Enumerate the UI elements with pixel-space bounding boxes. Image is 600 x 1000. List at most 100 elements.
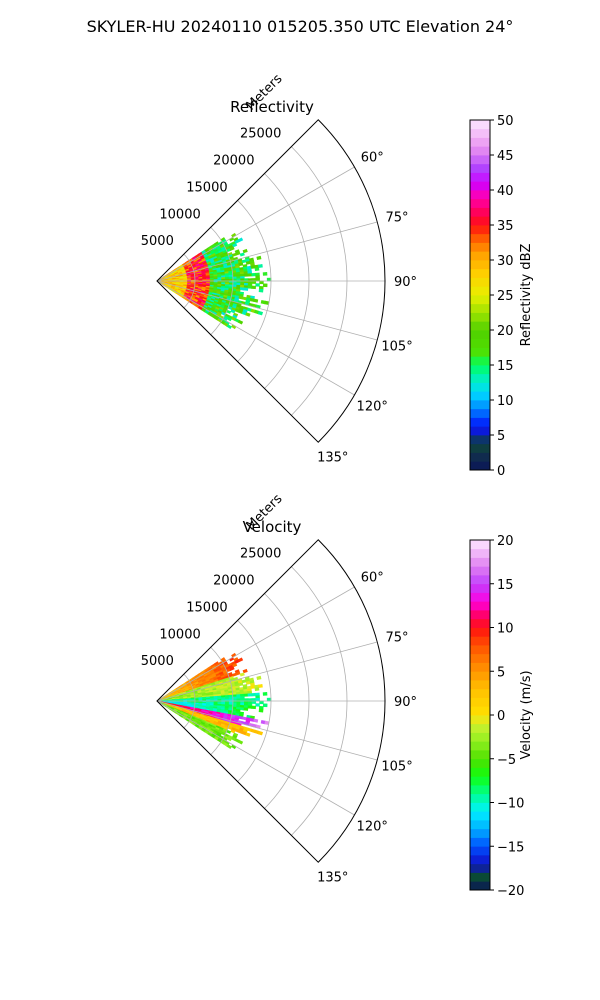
reflectivity-cell	[254, 267, 260, 272]
reflectivity-colorbar-segment	[470, 338, 490, 348]
reflectivity-colorbar-segment	[470, 443, 490, 453]
reflectivity-colorbar-segment	[470, 216, 490, 226]
velocity-colorbar-segment	[470, 881, 490, 891]
velocity-azimuth-tick-label: 105°	[381, 759, 412, 774]
velocity-cell	[243, 707, 249, 711]
velocity-azimuth-spoke	[156, 700, 378, 761]
reflectivity-colorbar-segment	[470, 321, 490, 331]
velocity-sector: 500010000150002000025000Meters60°75°90°1…	[141, 491, 417, 885]
reflectivity-colorbar-segment	[470, 277, 490, 287]
reflectivity-colorbar-tick-label: 20	[497, 324, 514, 339]
velocity-colorbar-segment	[470, 855, 490, 865]
velocity-colorbar-segment	[470, 715, 490, 725]
velocity-colorbar-segment	[470, 750, 490, 760]
velocity-cell	[255, 695, 260, 699]
velocity-cell	[262, 703, 268, 708]
reflectivity-colorbar-segment	[470, 356, 490, 366]
velocity-colorbar-segment	[470, 776, 490, 786]
reflectivity-colorbar-segment	[470, 286, 490, 296]
reflectivity-cell	[256, 255, 262, 261]
reflectivity-colorbar-segment	[470, 373, 490, 383]
reflectivity-colorbar-tick-label: 10	[497, 394, 514, 409]
velocity-cell	[229, 666, 235, 671]
reflectivity-cell	[237, 319, 244, 325]
reflectivity-colorbar-segment	[470, 295, 490, 305]
reflectivity-cell	[257, 310, 264, 316]
velocity-colorbar-tick-label: 0	[497, 709, 505, 724]
velocity-range-tick-label: 5000	[141, 654, 174, 669]
reflectivity-cell	[242, 248, 248, 254]
velocity-colorbar-tick-label: 5	[497, 665, 505, 680]
reflectivity-colorbar-segment	[470, 190, 490, 200]
velocity-colorbar-segment	[470, 802, 490, 812]
velocity-panel: Velocity 500010000150002000025000Meters6…	[141, 491, 534, 899]
velocity-title: Velocity	[243, 518, 302, 536]
velocity-colorbar: −20 −15 −10 −5 0 5 10 15 20 Velocity (m/s)	[469, 534, 534, 899]
velocity-colorbar-segment	[470, 557, 490, 567]
reflectivity-colorbar-segment	[470, 426, 490, 436]
velocity-colorbar-segment	[470, 566, 490, 576]
velocity-azimuth-spoke	[156, 586, 355, 702]
velocity-colorbar-segment	[470, 592, 490, 602]
velocity-colorbar-segment	[470, 610, 490, 620]
velocity-cell	[253, 718, 259, 723]
reflectivity-colorbar-segment	[470, 172, 490, 182]
reflectivity-colorbar-segment	[470, 137, 490, 147]
velocity-cell	[255, 703, 260, 707]
velocity-colorbar-segment	[470, 575, 490, 585]
reflectivity-colorbar-segment	[470, 251, 490, 261]
reflectivity-cell	[245, 312, 251, 317]
velocity-cell	[242, 668, 248, 674]
reflectivity-colorbar-segment	[470, 400, 490, 410]
velocity-cell	[245, 732, 251, 737]
velocity-azimuth-tick-label: 120°	[357, 819, 388, 834]
velocity-cell	[254, 687, 260, 692]
velocity-colorbar-tick-label: 10	[497, 622, 514, 637]
velocity-colorbar-segment	[470, 872, 490, 882]
reflectivity-colorbar-tick-label: 50	[497, 114, 514, 129]
velocity-cell	[247, 693, 253, 697]
reflectivity-azimuth-tick-label: 75°	[386, 211, 409, 226]
reflectivity-azimuth-spoke	[156, 221, 378, 282]
reflectivity-cell	[243, 287, 249, 291]
velocity-sector-frame	[156, 539, 386, 863]
velocity-cell	[255, 698, 260, 702]
velocity-cell	[226, 744, 232, 750]
reflectivity-cell	[255, 283, 260, 287]
velocity-colorbar-segment	[470, 680, 490, 690]
reflectivity-colorbar-segment	[470, 120, 490, 130]
reflectivity-range-tick-label: 10000	[159, 207, 200, 222]
figure-suptitle: SKYLER-HU 20240110 015205.350 UTC Elevat…	[87, 17, 514, 36]
velocity-colorbar-segment	[470, 785, 490, 795]
reflectivity-colorbar-segment	[470, 268, 490, 278]
velocity-colorbar-segment	[470, 618, 490, 628]
reflectivity-colorbar: 0 5 10 15 20 25 30 35 40 45 50 Reflectivity dBZ	[469, 114, 534, 479]
velocity-azimuth-tick-label: 75°	[386, 631, 409, 646]
velocity-azimuth-spoke	[156, 641, 378, 702]
velocity-colorbar-segment	[470, 793, 490, 803]
reflectivity-cell	[262, 283, 268, 288]
reflectivity-colorbar-segment	[470, 347, 490, 357]
reflectivity-colorbar-segment	[470, 260, 490, 270]
reflectivity-colorbar-segment	[470, 382, 490, 392]
velocity-colorbar-segment	[470, 583, 490, 593]
reflectivity-colorbar-segment	[470, 303, 490, 313]
reflectivity-cell	[243, 273, 249, 277]
reflectivity-cell	[229, 246, 235, 251]
reflectivity-colorbar-segment	[470, 207, 490, 217]
velocity-range-tick-label: 20000	[213, 574, 254, 589]
velocity-cell	[239, 707, 245, 711]
velocity-cell	[262, 692, 268, 696]
velocity-range-tick-label: 10000	[159, 627, 200, 642]
velocity-colorbar-segment	[470, 627, 490, 637]
reflectivity-colorbar-segment	[470, 330, 490, 340]
reflectivity-range-tick-label: 15000	[186, 180, 227, 195]
velocity-cell	[257, 730, 264, 736]
velocity-colorbar-segment	[470, 706, 490, 716]
reflectivity-colorbar-segment	[470, 391, 490, 401]
reflectivity-colorbar-segment	[470, 365, 490, 375]
reflectivity-azimuth-tick-label: 90°	[394, 275, 417, 290]
reflectivity-cell	[259, 280, 264, 285]
reflectivity-range-tick-label: 5000	[141, 234, 174, 249]
velocity-colorbar-segment	[470, 846, 490, 856]
